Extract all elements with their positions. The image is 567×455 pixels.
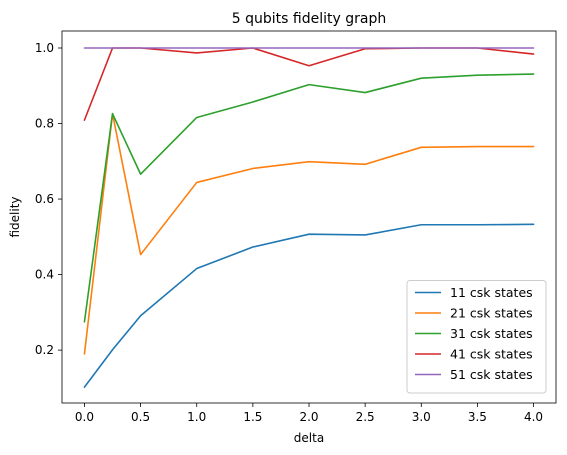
y-tick-label: 1.0 bbox=[35, 41, 54, 55]
x-ticks: 0.0 0.5 1.0 1.5 2.0 2.5 3.0 3.5 4.0 bbox=[75, 403, 543, 424]
y-tick-label: 0.8 bbox=[35, 117, 54, 131]
legend-box bbox=[406, 280, 547, 394]
x-tick-label: 0.5 bbox=[131, 410, 150, 424]
series-line-2 bbox=[83, 112, 535, 355]
x-tick-label: 4.0 bbox=[524, 410, 543, 424]
legend-label-4: 41 csk states bbox=[450, 347, 533, 362]
legend-label-1: 11 csk states bbox=[450, 285, 533, 300]
x-tick-label: 3.5 bbox=[468, 410, 487, 424]
legend-label-2: 21 csk states bbox=[450, 306, 533, 321]
series-line-1 bbox=[83, 223, 535, 388]
x-axis-label: delta bbox=[294, 431, 324, 445]
chart-title: 5 qubits fidelity graph bbox=[232, 11, 386, 27]
x-tick-label: 3.0 bbox=[412, 410, 431, 424]
y-tick-label: 0.6 bbox=[35, 192, 54, 206]
legend: 11 csk states 21 csk states 31 csk states 4… bbox=[406, 280, 547, 394]
x-tick-label: 2.5 bbox=[356, 410, 375, 424]
series-line-3 bbox=[83, 73, 535, 323]
y-tick-label: 0.2 bbox=[35, 343, 54, 357]
y-ticks: 0.2 0.4 0.6 0.8 1.0 bbox=[35, 41, 62, 357]
series-layer bbox=[83, 47, 535, 388]
y-axis-label: fidelity bbox=[8, 196, 22, 237]
y-tick-label: 0.4 bbox=[35, 268, 54, 282]
legend-label-3: 31 csk states bbox=[450, 326, 533, 341]
x-tick-label: 1.0 bbox=[187, 410, 206, 424]
x-tick-label: 2.0 bbox=[299, 410, 318, 424]
x-tick-label: 0.0 bbox=[75, 410, 94, 424]
legend-label-5: 51 csk states bbox=[450, 367, 533, 382]
x-tick-label: 1.5 bbox=[243, 410, 262, 424]
